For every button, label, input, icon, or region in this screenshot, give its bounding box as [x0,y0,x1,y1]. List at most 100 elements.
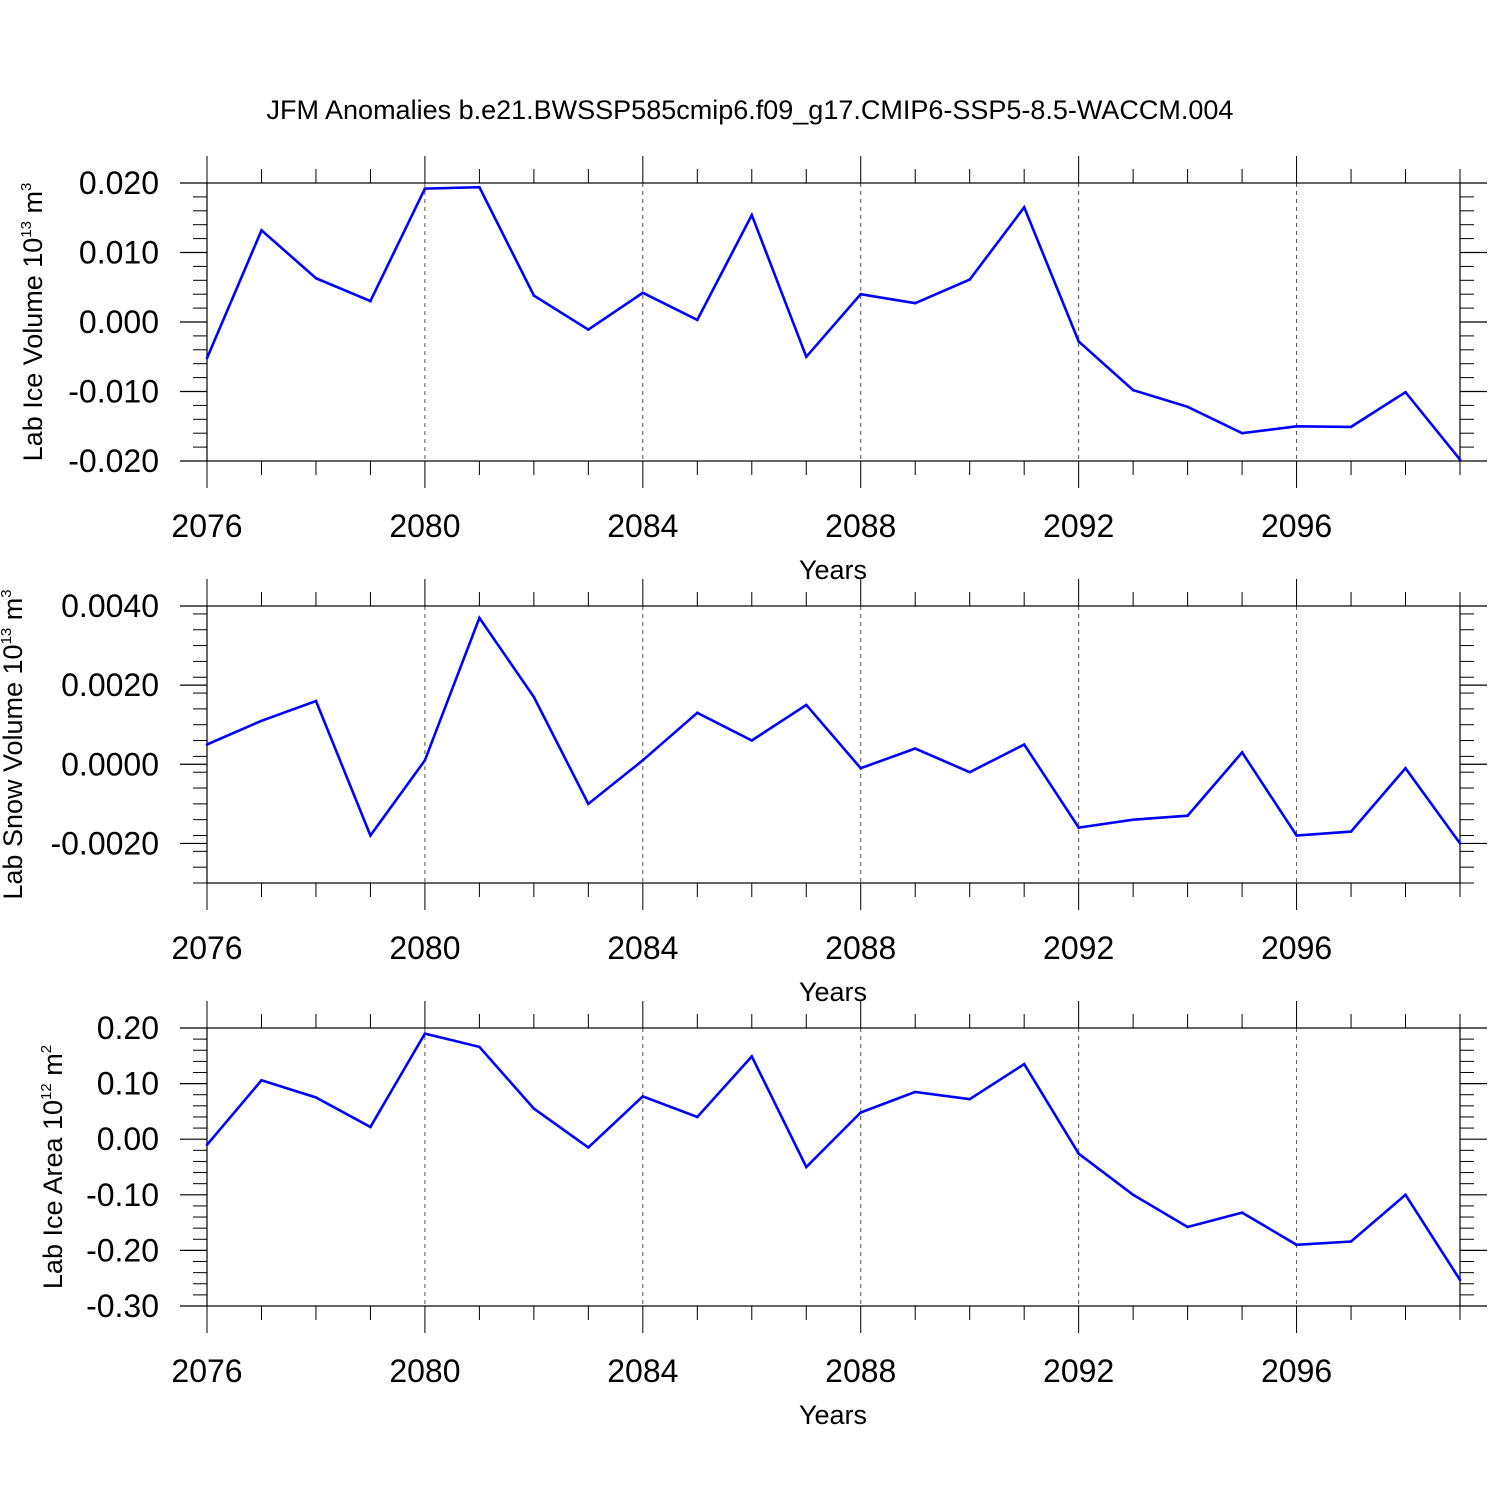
chart-panel-1: -0.020 -0.010 0.000 0.010 0.020 2076 2080 2084 2… [18,156,1487,585]
plot-frame [206,605,1461,884]
data-point [369,299,372,303]
x-tick-label: 2092 [1043,1353,1114,1389]
data-point [1186,814,1189,818]
data-point [1349,830,1353,833]
series-line [206,615,1462,845]
plot-frame [206,1027,1461,1307]
y-tick-label: -0.0020 [50,825,159,861]
data-point [260,719,263,723]
x-tick-label: 2080 [389,508,460,544]
data-point [260,228,263,232]
data-point [1295,424,1298,428]
x-tick-label: 2092 [1043,930,1114,966]
data-point [423,187,427,190]
y-axis-title-unit-exponent: 2 [38,1045,55,1053]
data-point [913,1090,917,1094]
data-point [1458,458,1462,461]
data-point [260,1078,263,1082]
data-point [1022,206,1026,209]
y-axis-title-exponent: 13 [0,628,15,645]
y-tick-label: 0.0020 [61,667,159,703]
data-point [804,1165,808,1169]
x-axis-title: Years [799,555,867,585]
data-point [1295,834,1298,837]
series-line [205,185,1462,461]
data-point [696,318,699,322]
data-point [913,301,917,305]
data-point [1077,1152,1080,1155]
x-tick-label: 2096 [1261,1353,1332,1389]
data-point [423,759,427,762]
y-axis-title-unit: m [38,1053,68,1083]
x-axis-title: Years [799,977,867,1007]
data-point [1077,826,1080,829]
data-point [532,1107,536,1110]
y-axis-title: Lab Ice Volume 1013 m3 [18,183,48,462]
data-point [1404,390,1407,394]
data-point [968,770,971,774]
data-point [1404,1193,1407,1197]
data-point [587,1146,590,1149]
data-point [1131,818,1135,821]
data-point [1240,431,1244,435]
y-axis-title-exponent: 12 [38,1083,55,1100]
data-point [804,703,808,707]
data-point [968,1097,971,1101]
y-axis-title-unit: m [18,191,48,221]
data-point [369,1125,372,1129]
data-point [478,1045,481,1049]
data-point [205,1143,209,1147]
data-point [478,185,481,189]
data-point [369,834,372,837]
data-point [314,699,318,703]
data-point [859,292,863,296]
y-axis-title-unit: m [0,598,28,628]
data-point [1131,388,1135,392]
plot-frame [206,182,1461,462]
data-point [1295,1243,1298,1247]
x-tick-label: 2088 [825,1353,896,1389]
x-tick-label: 2088 [825,930,896,966]
data-point [641,1095,645,1098]
data-point [314,1096,318,1099]
y-tick-label: 0.10 [97,1066,159,1102]
data-point [1349,425,1353,429]
data-point [859,766,863,770]
data-point [1131,1193,1135,1197]
chart-panel-2: -0.0020 0.0000 0.0020 0.0040 2076 2080 2084 208… [0,579,1487,1007]
data-point [587,802,590,806]
x-tick-label: 2076 [171,508,242,544]
data-point [968,278,971,281]
data-point [913,747,917,750]
y-axis-title-base: Lab Ice Area 10 [38,1100,68,1289]
data-point [532,294,536,297]
data-point [587,328,590,331]
data-point [1186,1225,1189,1229]
y-tick-label: -0.10 [86,1177,159,1213]
y-tick-label: 0.020 [79,165,159,201]
y-tick-label: 0.0040 [61,588,159,624]
data-point [1458,842,1462,845]
y-tick-label: 0.000 [79,304,159,340]
x-tick-label: 2092 [1043,508,1114,544]
chart-panel-3: -0.30 -0.20 -0.10 0.00 0.10 0.20 2076 2080 2084 2… [38,1001,1487,1430]
data-point [1022,1062,1026,1066]
y-tick-label: -0.30 [86,1288,159,1324]
x-tick-label: 2084 [607,930,678,966]
data-point [641,291,645,295]
data-point [750,1055,754,1058]
data-point [696,711,699,715]
data-point [750,739,754,742]
y-tick-label: 0.00 [97,1121,159,1157]
y-tick-label: 0.0000 [61,746,159,782]
y-tick-label: 0.010 [79,235,159,271]
data-point [750,213,754,217]
y-axis-title-base: Lab Ice Volume 10 [18,238,48,462]
x-tick-label: 2088 [825,508,896,544]
data-point [478,616,481,620]
data-point [1240,751,1244,754]
data-point [314,276,318,280]
data-point [696,1115,699,1119]
x-axis-title: Years [799,1400,867,1430]
y-tick-label: -0.020 [68,443,159,479]
